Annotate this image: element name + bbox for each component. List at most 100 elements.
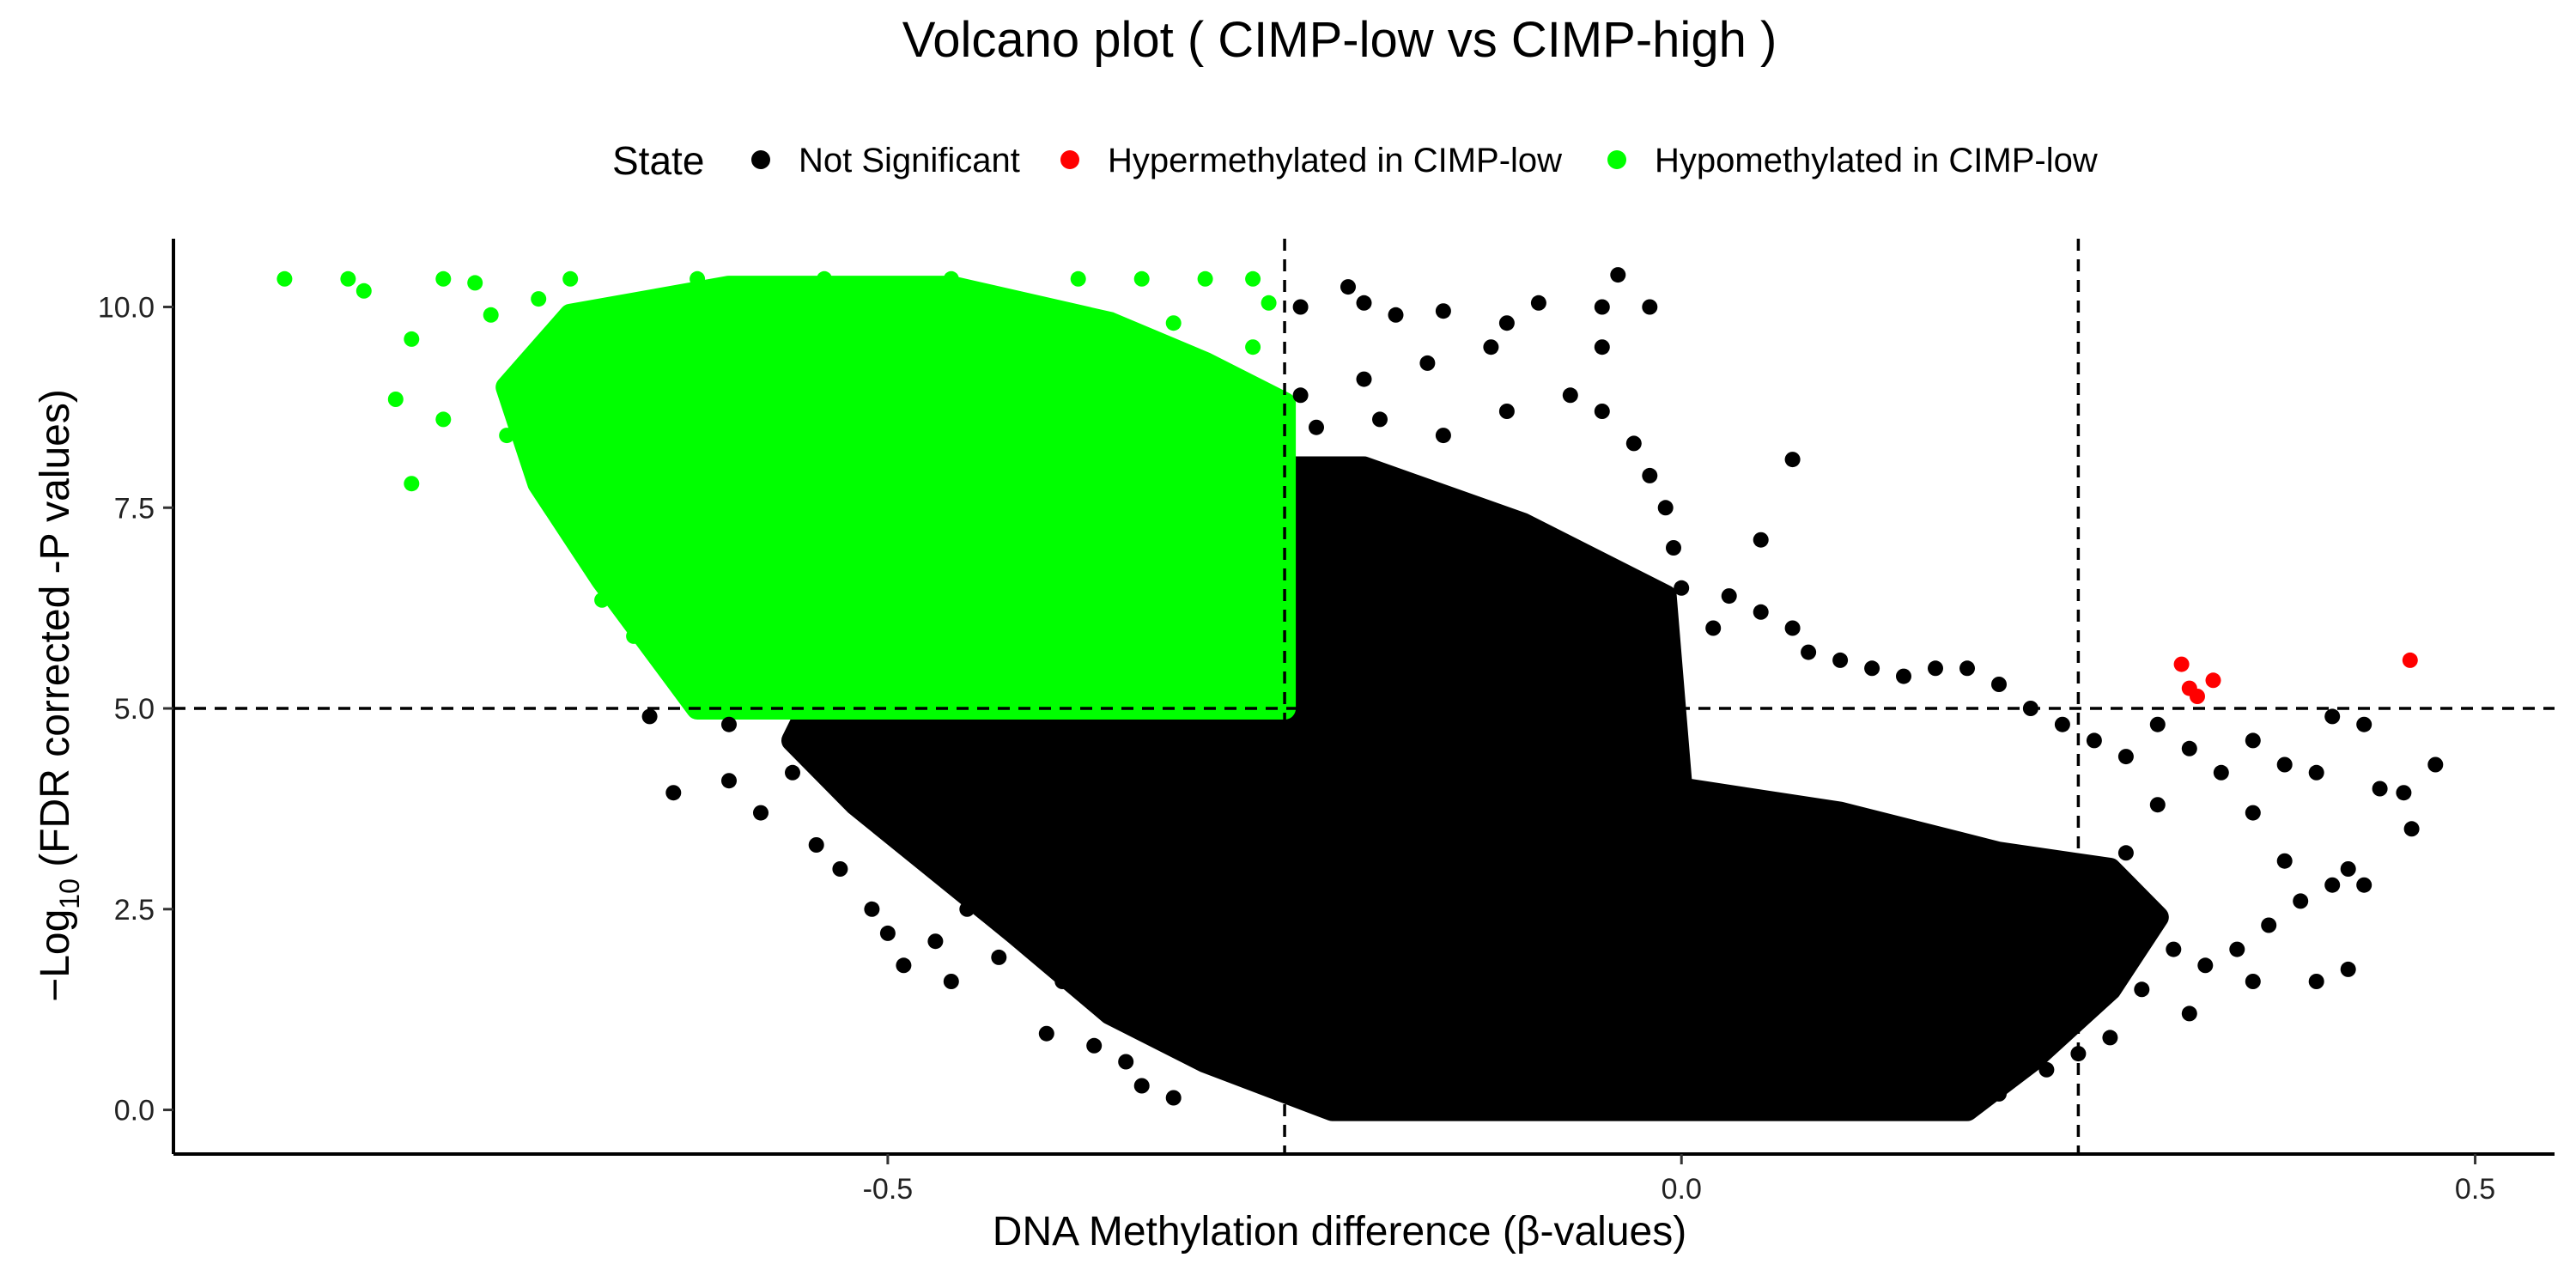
x-axis-title: DNA Methylation difference (β-values) <box>993 1209 1686 1255</box>
point-not-significant <box>2340 961 2356 977</box>
point-not-significant <box>665 785 682 801</box>
point-not-significant <box>1721 588 1737 605</box>
y-tick-label: 7.5 <box>114 492 155 525</box>
point-hypomethylated-in-cimp-low <box>435 411 452 428</box>
point-not-significant <box>721 716 737 732</box>
point-hypomethylated-in-cimp-low <box>531 291 547 307</box>
point-not-significant <box>800 725 817 741</box>
point-hypomethylated-in-cimp-low <box>1118 483 1134 500</box>
point-hypomethylated-in-cimp-low <box>355 283 372 299</box>
point-not-significant <box>1674 580 1690 596</box>
point-not-significant <box>2403 821 2420 837</box>
point-not-significant <box>2229 941 2245 957</box>
point-not-significant <box>1309 419 1324 435</box>
point-hypomethylated-in-cimp-low <box>1229 660 1245 677</box>
point-not-significant <box>1928 660 1943 677</box>
point-hypomethylated-in-cimp-low <box>1245 476 1261 492</box>
point-not-significant <box>2308 974 2324 989</box>
point-hypermethylated-in-cimp-low <box>2205 672 2221 689</box>
point-hypermethylated-in-cimp-low <box>2173 656 2190 672</box>
point-not-significant <box>2054 716 2070 732</box>
point-hypomethylated-in-cimp-low <box>562 270 579 287</box>
point-not-significant <box>2245 732 2261 749</box>
point-not-significant <box>2134 981 2150 998</box>
legend-title: State <box>612 138 704 183</box>
point-hypomethylated-in-cimp-low <box>435 270 452 287</box>
point-hypomethylated-in-cimp-low <box>817 270 832 287</box>
point-hypomethylated-in-cimp-low <box>483 307 499 323</box>
point-hypomethylated-in-cimp-low <box>594 592 611 608</box>
dense-region-hypomethylated-in-cimp-low <box>495 276 1297 720</box>
point-hypomethylated-in-cimp-low <box>499 428 515 444</box>
point-hypomethylated-in-cimp-low <box>1165 315 1182 331</box>
point-hypomethylated-in-cimp-low <box>1070 270 1086 287</box>
point-not-significant <box>991 949 1007 965</box>
y-axis-ticks: 0.0 2.5 5.0 7.5 10.0 <box>98 291 173 1127</box>
point-hypomethylated-in-cimp-low <box>1197 692 1213 708</box>
x-tick-label: 0.0 <box>1662 1173 1702 1206</box>
point-not-significant <box>1753 604 1769 620</box>
point-hypomethylated-in-cimp-low <box>785 677 800 692</box>
point-hypomethylated-in-cimp-low <box>514 363 531 380</box>
point-not-significant <box>879 732 896 749</box>
point-not-significant <box>2324 708 2341 725</box>
point-not-significant <box>864 901 880 917</box>
point-hypomethylated-in-cimp-low <box>1133 270 1150 287</box>
point-hypomethylated-in-cimp-low <box>673 624 690 641</box>
point-not-significant <box>832 861 848 877</box>
y-tick-label: 2.5 <box>114 894 155 927</box>
point-hypomethylated-in-cimp-low <box>705 632 721 648</box>
point-hypomethylated-in-cimp-low <box>1261 652 1277 668</box>
point-not-significant <box>2396 785 2412 801</box>
point-not-significant <box>1959 660 1975 677</box>
point-not-significant <box>1896 668 1911 684</box>
point-hypomethylated-in-cimp-low <box>404 476 420 492</box>
point-hypomethylated-in-cimp-low <box>578 548 594 564</box>
point-hypomethylated-in-cimp-low <box>879 347 896 363</box>
dense-point-regions <box>495 276 2169 1121</box>
point-hypomethylated-in-cimp-low <box>626 556 642 572</box>
point-not-significant <box>2245 974 2261 989</box>
point-not-significant <box>2427 756 2444 773</box>
point-hypomethylated-in-cimp-low <box>1261 588 1277 605</box>
point-hypomethylated-in-cimp-low <box>879 556 896 572</box>
point-not-significant <box>2276 853 2293 869</box>
point-not-significant <box>1356 295 1372 311</box>
legend-marker-hypermethylated <box>1060 150 1079 169</box>
point-hypomethylated-in-cimp-low <box>1197 491 1213 507</box>
point-not-significant <box>1610 267 1626 283</box>
point-not-significant <box>1594 339 1610 355</box>
threshold-lines <box>173 239 2555 1154</box>
point-hypomethylated-in-cimp-low <box>690 689 706 704</box>
y-axis-title-prefix: −Log <box>33 909 78 1002</box>
point-not-significant <box>1498 315 1515 331</box>
point-not-significant <box>1666 540 1681 556</box>
point-hypomethylated-in-cimp-low <box>943 636 959 653</box>
legend: State Not Significant Hypermethylated in… <box>612 138 2098 183</box>
point-not-significant <box>1705 620 1722 636</box>
y-tick-label: 5.0 <box>114 693 155 726</box>
point-hypomethylated-in-cimp-low <box>387 392 404 407</box>
point-hypomethylated-in-cimp-low <box>753 604 769 620</box>
point-not-significant <box>1642 467 1658 483</box>
point-not-significant <box>2086 732 2102 749</box>
data-points <box>276 267 2444 1106</box>
point-not-significant <box>1594 299 1610 315</box>
legend-marker-hypomethylated <box>1607 150 1626 169</box>
point-not-significant <box>1435 303 1451 319</box>
point-hypomethylated-in-cimp-low <box>1102 339 1118 355</box>
point-not-significant <box>1784 452 1801 468</box>
point-not-significant <box>879 925 896 941</box>
point-not-significant <box>2308 764 2324 781</box>
point-hypomethylated-in-cimp-low <box>975 564 991 580</box>
x-tick-label: 0.5 <box>2455 1173 2495 1206</box>
point-hypomethylated-in-cimp-low <box>340 270 356 287</box>
point-hypomethylated-in-cimp-low <box>800 435 817 452</box>
point-not-significant <box>2261 917 2277 933</box>
point-not-significant <box>1086 1037 1103 1054</box>
point-hypomethylated-in-cimp-low <box>737 660 753 677</box>
point-not-significant <box>2356 877 2372 893</box>
point-hypermethylated-in-cimp-low <box>2402 652 2418 668</box>
point-hypomethylated-in-cimp-low <box>785 540 800 556</box>
point-not-significant <box>1625 435 1642 452</box>
